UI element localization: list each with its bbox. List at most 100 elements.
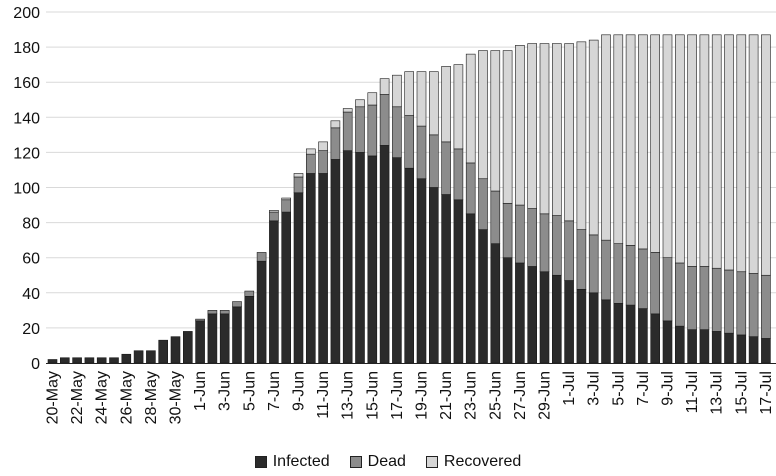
bar-dead bbox=[576, 229, 587, 290]
bar-dead bbox=[207, 310, 218, 315]
bar-infected bbox=[662, 320, 673, 364]
x-tick-label: 29-Jun bbox=[537, 371, 554, 420]
bar-infected bbox=[478, 229, 488, 364]
bar-dead bbox=[367, 104, 378, 157]
y-tick-label: 60 bbox=[22, 251, 40, 268]
bar-infected bbox=[428, 187, 439, 364]
bar-infected bbox=[711, 331, 722, 364]
x-tick-label: 15-Jul bbox=[733, 371, 750, 415]
bar-infected bbox=[416, 178, 427, 364]
bar-dead bbox=[244, 290, 255, 297]
bar-infected bbox=[256, 260, 267, 364]
bar-recovered bbox=[576, 41, 587, 230]
bar-recovered bbox=[551, 43, 562, 216]
bar-dead bbox=[428, 134, 439, 188]
bar-dead bbox=[699, 266, 710, 330]
bar-infected bbox=[305, 173, 316, 364]
legend-swatch-dead bbox=[349, 456, 362, 468]
bar-recovered bbox=[342, 108, 353, 113]
bar-infected bbox=[133, 350, 144, 364]
x-tick-label: 13-Jun bbox=[340, 371, 357, 420]
bar-recovered bbox=[478, 50, 488, 180]
legend-label-dead: Dead bbox=[367, 453, 406, 470]
bar-infected bbox=[687, 329, 697, 364]
bar-dead bbox=[724, 269, 734, 334]
bar-infected bbox=[761, 338, 771, 364]
bar-infected bbox=[613, 303, 624, 364]
bar-infected bbox=[453, 199, 464, 364]
bar-infected bbox=[219, 313, 230, 364]
bar-dead bbox=[416, 125, 427, 180]
bar-infected bbox=[724, 332, 734, 364]
bar-dead bbox=[650, 252, 661, 315]
bar-recovered bbox=[379, 78, 390, 95]
bar-dead bbox=[711, 267, 722, 332]
x-tick-label: 3-Jul bbox=[586, 371, 603, 406]
bar-infected bbox=[638, 308, 648, 364]
bar-infected bbox=[96, 357, 107, 364]
bar-recovered bbox=[539, 43, 550, 215]
bar-dead bbox=[539, 213, 550, 273]
bar-infected bbox=[601, 299, 611, 364]
bar-infected bbox=[59, 357, 70, 364]
bar-dead bbox=[478, 178, 488, 230]
bar-infected bbox=[588, 292, 599, 364]
bar-infected bbox=[232, 306, 242, 364]
bar-infected bbox=[551, 274, 562, 364]
y-tick-label: 140 bbox=[13, 110, 40, 127]
y-tick-label: 40 bbox=[22, 286, 40, 303]
bar-dead bbox=[674, 262, 685, 327]
bar-infected bbox=[72, 357, 82, 364]
bar-dead bbox=[404, 115, 415, 169]
bar-infected bbox=[404, 167, 415, 364]
bar-dead bbox=[195, 318, 205, 322]
bar-recovered bbox=[638, 34, 648, 250]
bar-dead bbox=[588, 234, 599, 294]
bar-recovered bbox=[613, 34, 624, 244]
bar-recovered bbox=[748, 34, 759, 274]
x-tick-label: 21-Jun bbox=[438, 371, 455, 420]
bar-dead bbox=[564, 220, 574, 281]
bar-infected bbox=[195, 320, 205, 364]
bar-dead bbox=[219, 310, 230, 315]
x-tick-label: 11-Jun bbox=[315, 371, 332, 419]
bar-dead bbox=[515, 204, 525, 264]
bar-recovered bbox=[453, 64, 464, 150]
y-tick-label: 0 bbox=[31, 356, 40, 373]
bar-infected bbox=[515, 262, 525, 364]
bar-infected bbox=[342, 150, 353, 364]
bar-dead bbox=[453, 148, 464, 201]
bar-dead bbox=[687, 266, 697, 330]
bar-recovered bbox=[515, 45, 525, 206]
x-tick-label: 30-May bbox=[168, 371, 185, 424]
y-tick-label: 160 bbox=[13, 75, 40, 92]
bar-infected bbox=[465, 213, 476, 364]
legend: Infected Dead Recovered bbox=[0, 452, 776, 472]
bar-infected bbox=[490, 243, 501, 364]
x-tick-label: 23-Jun bbox=[463, 371, 480, 420]
bar-infected bbox=[748, 336, 759, 364]
bar-infected bbox=[539, 271, 550, 364]
x-tick-label: 13-Jul bbox=[709, 371, 726, 415]
bar-recovered bbox=[674, 34, 685, 264]
bar-recovered bbox=[662, 34, 673, 258]
bar-dead bbox=[330, 127, 341, 160]
bar-infected bbox=[84, 357, 95, 364]
x-tick-label: 5-Jun bbox=[241, 371, 258, 411]
bar-recovered bbox=[465, 53, 476, 164]
y-tick-label: 120 bbox=[13, 145, 40, 162]
bar-dead bbox=[625, 245, 636, 306]
bar-recovered bbox=[392, 74, 402, 108]
bar-dead bbox=[355, 106, 365, 153]
x-axis-tick-labels: 20-May 22-May 24-May 26-May 28-May 30-May 1-Ju… bbox=[45, 371, 775, 424]
bar-dead bbox=[256, 252, 267, 262]
y-tick-label: 200 bbox=[13, 5, 40, 22]
bar-recovered bbox=[318, 141, 328, 151]
bar-dead bbox=[293, 176, 304, 194]
x-tick-label: 15-Jun bbox=[364, 371, 381, 420]
bar-dead bbox=[318, 150, 328, 174]
bar-infected bbox=[170, 336, 181, 364]
bar-recovered bbox=[711, 34, 722, 269]
x-tick-label: 26-May bbox=[118, 371, 135, 424]
legend-swatch-infected bbox=[254, 456, 267, 468]
